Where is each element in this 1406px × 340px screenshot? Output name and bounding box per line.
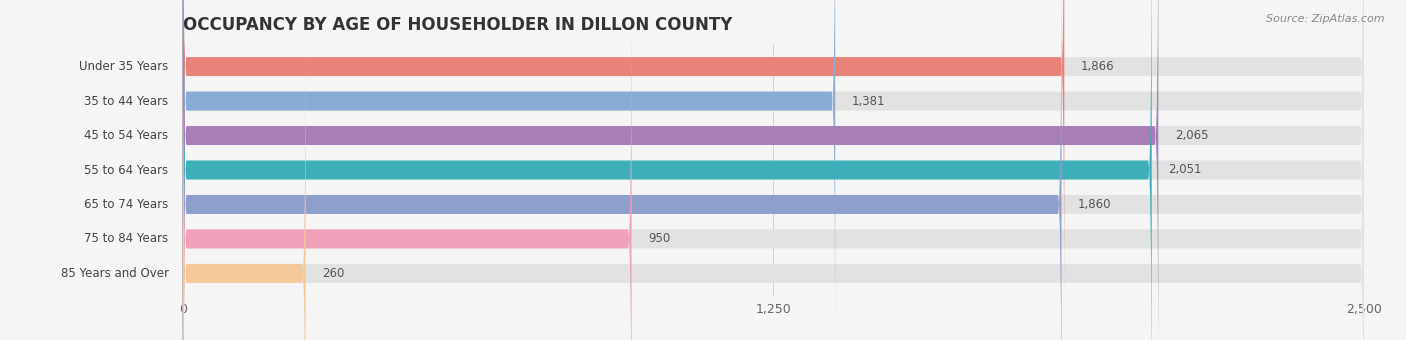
FancyBboxPatch shape [183, 0, 1364, 333]
Text: OCCUPANCY BY AGE OF HOUSEHOLDER IN DILLON COUNTY: OCCUPANCY BY AGE OF HOUSEHOLDER IN DILLO… [183, 16, 733, 34]
Text: 75 to 84 Years: 75 to 84 Years [84, 233, 169, 245]
FancyBboxPatch shape [183, 0, 1152, 340]
Text: Source: ZipAtlas.com: Source: ZipAtlas.com [1267, 14, 1385, 23]
FancyBboxPatch shape [183, 0, 1064, 333]
FancyBboxPatch shape [183, 0, 631, 340]
FancyBboxPatch shape [183, 0, 1062, 340]
Text: 45 to 54 Years: 45 to 54 Years [84, 129, 169, 142]
Text: 85 Years and Over: 85 Years and Over [60, 267, 169, 280]
Text: 260: 260 [322, 267, 344, 280]
Text: 2,051: 2,051 [1168, 164, 1202, 176]
FancyBboxPatch shape [183, 0, 1159, 340]
Text: Under 35 Years: Under 35 Years [79, 60, 169, 73]
FancyBboxPatch shape [183, 0, 1364, 340]
Text: 2,065: 2,065 [1175, 129, 1208, 142]
Text: 950: 950 [648, 233, 671, 245]
FancyBboxPatch shape [183, 0, 1364, 340]
FancyBboxPatch shape [183, 0, 1364, 340]
Text: 55 to 64 Years: 55 to 64 Years [84, 164, 169, 176]
FancyBboxPatch shape [183, 0, 835, 340]
Text: 35 to 44 Years: 35 to 44 Years [84, 95, 169, 107]
Text: 1,866: 1,866 [1081, 60, 1115, 73]
FancyBboxPatch shape [183, 0, 1364, 340]
FancyBboxPatch shape [183, 0, 1364, 340]
Text: 1,381: 1,381 [852, 95, 886, 107]
Text: 1,860: 1,860 [1078, 198, 1112, 211]
Text: 65 to 74 Years: 65 to 74 Years [84, 198, 169, 211]
FancyBboxPatch shape [183, 7, 305, 340]
FancyBboxPatch shape [183, 7, 1364, 340]
